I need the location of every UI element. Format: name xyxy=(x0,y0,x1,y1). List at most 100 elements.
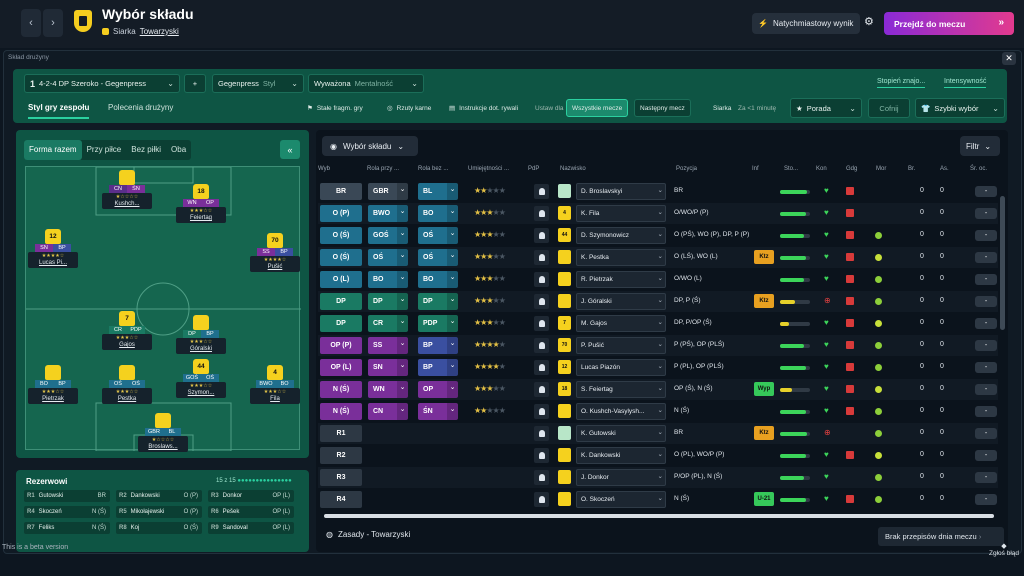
next-match-toggle[interactable]: Następny mecz xyxy=(634,99,691,117)
avg-rating-button[interactable]: - xyxy=(975,230,997,241)
player-profile-icon[interactable] xyxy=(534,250,549,265)
no-rules-button[interactable]: Brak przepisów dnia meczu › xyxy=(878,527,1004,546)
role-out-possession-select[interactable]: BP xyxy=(418,337,458,354)
table-row[interactable]: N (Ś) WN OP ★★★★★ 18 S. Feiertag OP (Ś), N (Ś)… xyxy=(318,379,998,400)
close-icon[interactable]: ✕ xyxy=(1002,52,1016,65)
player-name-select[interactable]: O. Skoczeń xyxy=(576,491,666,508)
pitch-player[interactable]: 4 BWO BO ★★★☆☆ Fila xyxy=(250,365,300,404)
player-name[interactable]: Gajos xyxy=(119,342,135,348)
set-pieces-button[interactable]: ⚑ Stałe fragm. gry xyxy=(302,99,368,117)
avg-rating-button[interactable]: - xyxy=(975,340,997,351)
all-matches-toggle[interactable]: Wszystkie mecze xyxy=(566,99,629,117)
role-out-possession-select[interactable]: OŚ xyxy=(418,227,458,244)
pitch-player[interactable]: GBR BL ★☆☆☆☆ Broslaws... xyxy=(138,413,188,452)
position-slot[interactable]: N (Ś) xyxy=(320,403,362,420)
position-slot[interactable]: DP xyxy=(320,315,362,332)
penalties-button[interactable]: ◎ Rzuty karne xyxy=(382,99,436,117)
familiarity-link[interactable]: Stopień znajo... xyxy=(877,78,926,88)
player-name[interactable]: Lucas Pi... xyxy=(38,260,67,266)
position-slot[interactable]: OP (P) xyxy=(320,337,362,354)
role-in-possession-select[interactable]: CR xyxy=(368,315,408,332)
pitch-tab[interactable]: Oba xyxy=(171,145,187,154)
column-header[interactable]: Umiejętności ... xyxy=(468,166,510,172)
position-slot[interactable]: DP xyxy=(320,293,362,310)
player-profile-icon[interactable] xyxy=(534,448,549,463)
player-profile-icon[interactable] xyxy=(534,426,549,441)
info-badge[interactable]: Ktz xyxy=(754,250,774,264)
role-in-possession-select[interactable]: SS xyxy=(368,337,408,354)
column-header[interactable]: PdP xyxy=(528,166,540,172)
column-header[interactable]: Wyb xyxy=(318,166,330,172)
info-badge[interactable]: Ktz xyxy=(754,294,774,308)
table-row[interactable]: O (Ś) OŚ OŚ ★★★★★ K. Pestka O (LŚ), WO (L) Ktz… xyxy=(318,247,998,268)
column-header[interactable]: Sto... xyxy=(784,166,799,172)
style-select[interactable]: Gegenpress Styl ⌄ xyxy=(212,74,304,93)
tab-team-orders[interactable]: Polecenia drużyny xyxy=(108,103,174,112)
pitch-tab[interactable]: Bez piłki xyxy=(131,145,162,154)
sub-item[interactable]: R4 Skoczeń N (Ś) xyxy=(24,506,110,518)
info-badge[interactable]: U-21 xyxy=(754,492,774,506)
add-tactic-button[interactable]: + xyxy=(184,74,206,93)
formation-select[interactable]: 1 4-2-4 DP Szeroko - Gegenpress ⌄ xyxy=(24,74,180,93)
player-name[interactable]: Broslaws... xyxy=(148,444,178,450)
avg-rating-button[interactable]: - xyxy=(975,384,997,395)
player-name-select[interactable]: S. Feiertag xyxy=(576,381,666,398)
avg-rating-button[interactable]: - xyxy=(975,274,997,285)
role-out-possession-select[interactable]: DP xyxy=(418,293,458,310)
player-name[interactable]: Fila xyxy=(270,396,280,402)
player-name-select[interactable]: M. Gajos xyxy=(576,315,666,332)
column-header[interactable]: Inf xyxy=(752,166,759,172)
player-name-select[interactable]: K. Gutowski xyxy=(576,425,666,442)
pitch-tab[interactable]: Przy piłce xyxy=(86,145,122,154)
sub-item[interactable]: R5 Mikołajewski O (P) xyxy=(116,506,202,518)
role-in-possession-select[interactable]: SN xyxy=(368,359,408,376)
avg-rating-button[interactable]: - xyxy=(975,450,997,461)
avg-rating-button[interactable]: - xyxy=(975,428,997,439)
role-in-possession-select[interactable]: GOŚ xyxy=(368,227,408,244)
table-row[interactable]: R2 K. Dankowski O (PL), WO/P (P) ♥ 0 0 - xyxy=(318,445,998,466)
position-slot[interactable]: R1 xyxy=(320,425,362,442)
avg-rating-button[interactable]: - xyxy=(975,362,997,373)
sub-item[interactable]: R3 Donkor OP (L) xyxy=(208,490,294,502)
table-row[interactable]: O (Ś) GOŚ OŚ ★★★★★ 44 D. Szymonowicz O (PŚ), W… xyxy=(318,225,998,246)
avg-rating-button[interactable]: - xyxy=(975,186,997,197)
instant-result-button[interactable]: ⚡ Natychmiastowy wynik xyxy=(752,13,860,34)
tab-team-style[interactable]: Styl gry zespołu xyxy=(28,103,90,119)
gear-icon[interactable]: ⚙ xyxy=(864,16,874,28)
column-header[interactable]: Br. xyxy=(908,166,916,172)
player-profile-icon[interactable] xyxy=(534,404,549,419)
rules-info[interactable]: ◍ Zasady - Towarzyski xyxy=(326,530,410,539)
player-name-select[interactable]: P. Pušić xyxy=(576,337,666,354)
column-header[interactable]: Kon xyxy=(816,166,827,172)
player-name-select[interactable]: R. Pietrzak xyxy=(576,271,666,288)
avg-rating-button[interactable]: - xyxy=(975,406,997,417)
table-row[interactable]: R1 K. Gutowski BR Ktz ⊕ 0 0 - xyxy=(318,423,998,444)
pitch-player[interactable]: 70 SS BP ★★★★☆ Pušić xyxy=(250,233,300,272)
advice-button[interactable]: ★ Porada ⌄ xyxy=(790,98,862,118)
vertical-scrollbar[interactable] xyxy=(1000,196,1005,330)
info-badge[interactable]: Wyp xyxy=(754,382,774,396)
table-row[interactable]: R3 J. Donkor P/OP (PL), N (Ś) ♥ 0 0 - xyxy=(318,467,998,488)
table-row[interactable]: BR GBR BL ★★★★★ D. Broslavskyi BR ♥ 0 0 - xyxy=(318,181,998,202)
role-in-possession-select[interactable]: WN xyxy=(368,381,408,398)
avg-rating-button[interactable]: - xyxy=(975,252,997,263)
role-out-possession-select[interactable]: ŚN xyxy=(418,403,458,420)
table-row[interactable]: R4 O. Skoczeń N (Ś) U-21 ♥ 0 0 - xyxy=(318,489,998,510)
role-in-possession-select[interactable]: CN xyxy=(368,403,408,420)
position-slot[interactable]: BR xyxy=(320,183,362,200)
avg-rating-button[interactable]: - xyxy=(975,472,997,483)
column-header[interactable]: Gdg xyxy=(846,166,858,172)
pitch-player[interactable]: CN ŚN ★☆☆☆☆ Kushch... xyxy=(102,170,152,209)
quick-pick-button[interactable]: 👕 Szybki wybór ⌄ xyxy=(915,98,1005,118)
position-slot[interactable]: R4 xyxy=(320,491,362,508)
table-row[interactable]: OP (L) SN BP ★★★★★ 12 Lucas Piazón P (PL), OP … xyxy=(318,357,998,378)
player-profile-icon[interactable] xyxy=(534,272,549,287)
position-slot[interactable]: O (Ś) xyxy=(320,249,362,266)
player-name-select[interactable]: K. Dankowski xyxy=(576,447,666,464)
player-name[interactable]: Szymon... xyxy=(187,390,215,396)
mentality-select[interactable]: Wyważona Mentalność ⌄ xyxy=(308,74,424,93)
position-slot[interactable]: OP (L) xyxy=(320,359,362,376)
undo-button[interactable]: Cofnij xyxy=(868,98,910,118)
pitch-player[interactable]: OŚ OŚ ★★★☆☆ Pestka xyxy=(102,365,152,404)
player-profile-icon[interactable] xyxy=(534,382,549,397)
